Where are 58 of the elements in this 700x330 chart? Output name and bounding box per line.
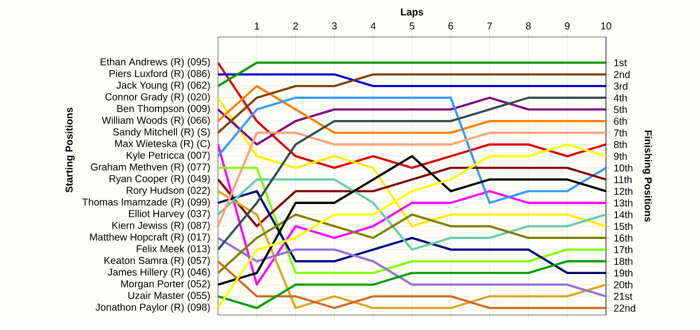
series-label: William Woods (R) (066) (102, 116, 210, 126)
x-tick-label: 5 (410, 22, 414, 30)
y2-tick-label: 4th (614, 94, 627, 102)
y2-tick-label: 21st (614, 292, 632, 300)
series-label: Keaton Samra (R) (057) (104, 256, 210, 266)
y2-tick-label: 18th (614, 258, 632, 265)
y2-tick-label: 2nd (614, 70, 630, 78)
series-label: Thomas Imamzade (R) (099) (82, 198, 210, 208)
y2-tick-label: 3rd (614, 82, 628, 90)
series-label: Ryan Cooper (R) (049) (110, 174, 210, 184)
series-label: Ben Thompson (009) (117, 104, 210, 114)
line-series (218, 62, 606, 169)
y2-tick-label: 5th (614, 106, 627, 114)
y2-tick-label: 14th (614, 210, 632, 218)
series-label: Elliot Harvey (037) (129, 210, 210, 220)
y2-tick-label: 9th (614, 152, 627, 160)
text: Starting Positions (65, 108, 75, 192)
series-label: James Hillery (R) (046) (108, 268, 210, 278)
x-tick-label: 1 (254, 22, 260, 30)
y2-tick-label: 15th (614, 222, 632, 230)
y2-tick-label: 20th (614, 280, 632, 288)
series-label: Sandy Mitchell (R) (S) (113, 128, 210, 138)
series-label: Graham Methven (R) (077) (90, 163, 210, 172)
series-label: Jonathon Paylor (R) (098) (96, 303, 210, 313)
series-label: Uzair Master (055) (128, 292, 210, 301)
y2-tick-label: 10th (614, 164, 632, 172)
x-tick-label: 9 (564, 22, 570, 30)
series-label: Matthew Hopcraft (R) (017) (90, 233, 210, 243)
x-axis-title: Laps (401, 8, 424, 18)
y2-tick-label: 11th (614, 176, 632, 184)
x-tick-label: 10 (601, 22, 612, 30)
x-tick-label: 2 (293, 22, 298, 30)
x-tick-label: 8 (526, 22, 531, 30)
y2-axis-title: Finishing Positions (642, 130, 652, 222)
series-label: Kyle Petricca (007) (126, 151, 210, 161)
series-label: Connor Grady (R) (020) (105, 93, 210, 102)
y2-tick-label: 19th (614, 269, 632, 277)
y2-tick-label: 17th (614, 246, 632, 254)
y2-tick-label: 22nd (614, 304, 636, 312)
series-label: Morgan Porter (052) (121, 280, 210, 290)
y2-tick-label: 1st (614, 59, 627, 66)
y2-tick-label: 16th (614, 234, 632, 242)
series-label: Piers Luxford (R) (086) (110, 70, 210, 80)
x-tick-label: 7 (487, 22, 492, 30)
x-tick-label: 4 (370, 22, 376, 30)
y2-tick-label: 8th (614, 140, 627, 148)
y2-tick-label: 13th (614, 199, 632, 207)
y2-tick-label: 12th (614, 188, 632, 195)
y2-tick-label: 7th (614, 129, 627, 136)
series-label: Felix Meek (013) (136, 244, 210, 254)
series-label: Rory Hudson (022) (126, 186, 210, 196)
series-label: Kiern Jewiss (R) (087) (112, 222, 210, 231)
series-label: Jack Young (R) (062) (116, 81, 210, 91)
y2-tick-label: 6th (614, 117, 627, 125)
series-label: Max Wieteska (R) (C) (115, 140, 210, 150)
x-tick-label: 3 (332, 22, 337, 30)
series-label: Ethan Andrews (R) (095) (100, 58, 210, 68)
x-tick-label: 6 (448, 22, 454, 30)
